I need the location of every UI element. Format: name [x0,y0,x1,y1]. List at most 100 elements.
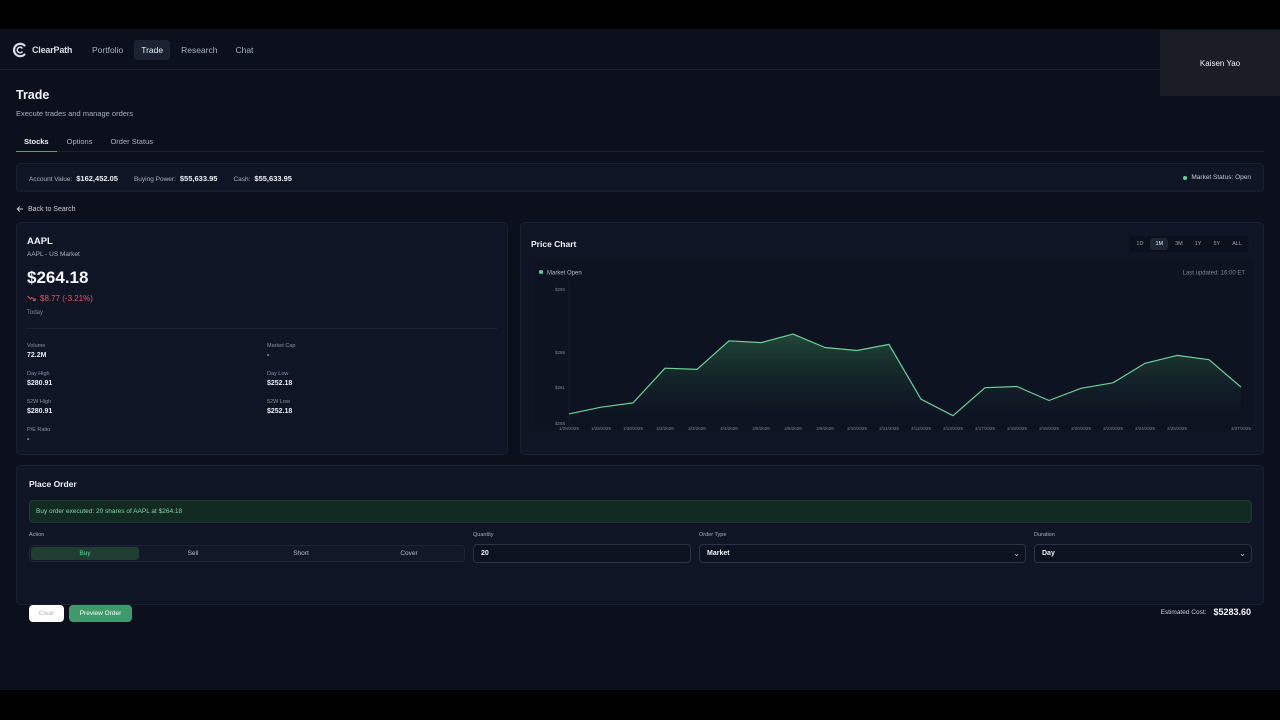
range-selector: 1D 1M 3M 1Y 5Y ALL [1129,236,1249,252]
price-point[interactable] [632,402,634,404]
x-tick-label: 1/30/2026 [623,426,644,431]
stat-value: $280.91 [27,408,53,415]
nav-portfolio[interactable]: Portfolio [92,45,124,55]
chart-status: Market Open [547,271,582,277]
range-1m[interactable]: 1M [1150,238,1169,250]
price-chart-card: Price Chart 1D 1M 3M 1Y 5Y ALL Market Op… [520,222,1264,455]
back-link-label: Back to Search [28,205,76,213]
stat-label: Market Cap [267,343,296,349]
back-to-search-link[interactable]: Back to Search [16,205,75,213]
price-point[interactable] [824,346,826,348]
price-point[interactable] [1144,362,1146,364]
x-tick-label: 2/23/2026 [1103,426,1124,431]
account-value-label: Account Value: [29,176,73,183]
price-point[interactable] [952,414,954,416]
price-point[interactable] [792,333,794,335]
bottom-letterbox [0,690,1280,720]
nav-chat[interactable]: Chat [235,45,254,55]
action-selector: Buy Sell Short Cover [29,545,465,562]
price-point[interactable] [568,413,570,415]
quantity-input[interactable]: 20 [473,544,691,563]
order-type-select[interactable]: Market ⌄ [699,544,1026,563]
preview-order-button[interactable]: Preview Order [69,605,132,622]
stat-value: - [27,436,30,443]
duration-select[interactable]: Day ⌄ [1034,544,1252,563]
price-chart[interactable]: Market Open Last updated: 16:00 ET $280 $… [521,223,1265,456]
price-point[interactable] [984,386,986,388]
page-subtitle: Execute trades and manage orders [16,109,134,118]
stat-label: Volume [27,343,46,349]
price-point[interactable] [664,367,666,369]
cover-button[interactable]: Cover [400,550,418,557]
price-point[interactable] [1048,399,1050,401]
x-tick-label: 2/20/2026 [1071,426,1092,431]
brand-name: ClearPath [32,45,73,55]
stat-label: Day High [27,371,50,377]
order-success-alert: Buy order executed: 20 shares of AAPL at… [29,500,1252,523]
price-point[interactable] [728,340,730,342]
tab-order-status[interactable]: Order Status [110,137,153,146]
short-button[interactable]: Short [293,550,309,557]
top-letterbox [0,0,1280,29]
range-1y[interactable]: 1Y [1194,241,1202,247]
y-tick-label: $261 [555,385,566,390]
nav-research[interactable]: Research [181,45,218,55]
price-point[interactable] [1016,385,1018,387]
price-point[interactable] [760,341,762,343]
stat-value: $280.91 [27,380,53,387]
user-name-badge[interactable]: Kaisen Yao [1160,30,1280,96]
stat-day-high: Day High $280.91 [27,371,52,387]
price-point[interactable] [888,343,890,345]
stat-label: 52W Low [267,399,290,405]
order-type-value: Market [707,550,730,557]
price-point[interactable] [1112,382,1114,384]
order-type-label: Order Type [699,532,727,538]
order-title: Place Order [29,479,77,489]
quantity-label: Quantity [473,532,494,538]
range-3m[interactable]: 3M [1175,241,1183,247]
range-all[interactable]: ALL [1232,241,1242,247]
x-tick-label: 2/2/2026 [656,426,674,431]
price-point[interactable] [856,349,858,351]
range-5y[interactable]: 5Y [1213,241,1221,247]
price-point[interactable] [1208,358,1210,360]
top-nav: ClearPath Portfolio Trade Research Chat [0,29,1280,70]
clearpath-logo-icon [12,42,26,58]
chevron-down-icon: ⌄ [1239,549,1246,558]
price-point[interactable] [1176,354,1178,356]
price-point[interactable] [920,398,922,400]
clear-button[interactable]: Clear [29,605,64,622]
duration-label: Duration [1034,532,1055,538]
place-order-card: Place Order Buy order executed: 20 share… [16,465,1264,622]
status-dot-icon [1183,175,1188,180]
account-value: $162,452.05 [76,174,118,183]
range-1d[interactable]: 1D [1136,241,1144,247]
stat-label: 52W High [27,399,52,405]
price-point[interactable] [1080,387,1082,389]
price-point[interactable] [600,406,602,408]
nav-trade[interactable]: Trade [134,40,171,60]
trend-down-icon [27,295,36,301]
price-point[interactable] [1240,386,1242,388]
brand-logo[interactable]: ClearPath [12,42,72,58]
buy-button[interactable]: Buy [31,547,139,560]
price-change: $8.77 (-3.21%) [27,294,93,303]
quote-card: AAPL AAPL - US Market $264.18 $8.77 (-3.… [16,222,508,455]
trade-tabs: Stocks Options Order Status [16,133,1264,152]
stat-value: $252.18 [267,380,293,387]
x-tick-label: 2/17/2026 [975,426,996,431]
y-tick-label: $258 [555,421,566,426]
buying-power-label: Buying Power: [133,176,176,183]
x-tick-label: 1/28/2026 [559,426,580,431]
current-price: $264.18 [27,268,89,287]
tab-stocks[interactable]: Stocks [16,133,57,152]
stat-pe-ratio: P/E Ratio - [27,427,50,443]
ticker-exchange: AAPL - US Market [27,251,80,258]
cash-item: Cash: $55,633.95 [233,174,292,183]
duration-value: Day [1042,550,1055,557]
market-open-dot-icon [539,270,543,274]
sell-button[interactable]: Sell [187,550,199,557]
x-tick-label: 2/13/2026 [943,426,964,431]
price-point[interactable] [696,368,698,370]
tab-options[interactable]: Options [66,137,93,146]
